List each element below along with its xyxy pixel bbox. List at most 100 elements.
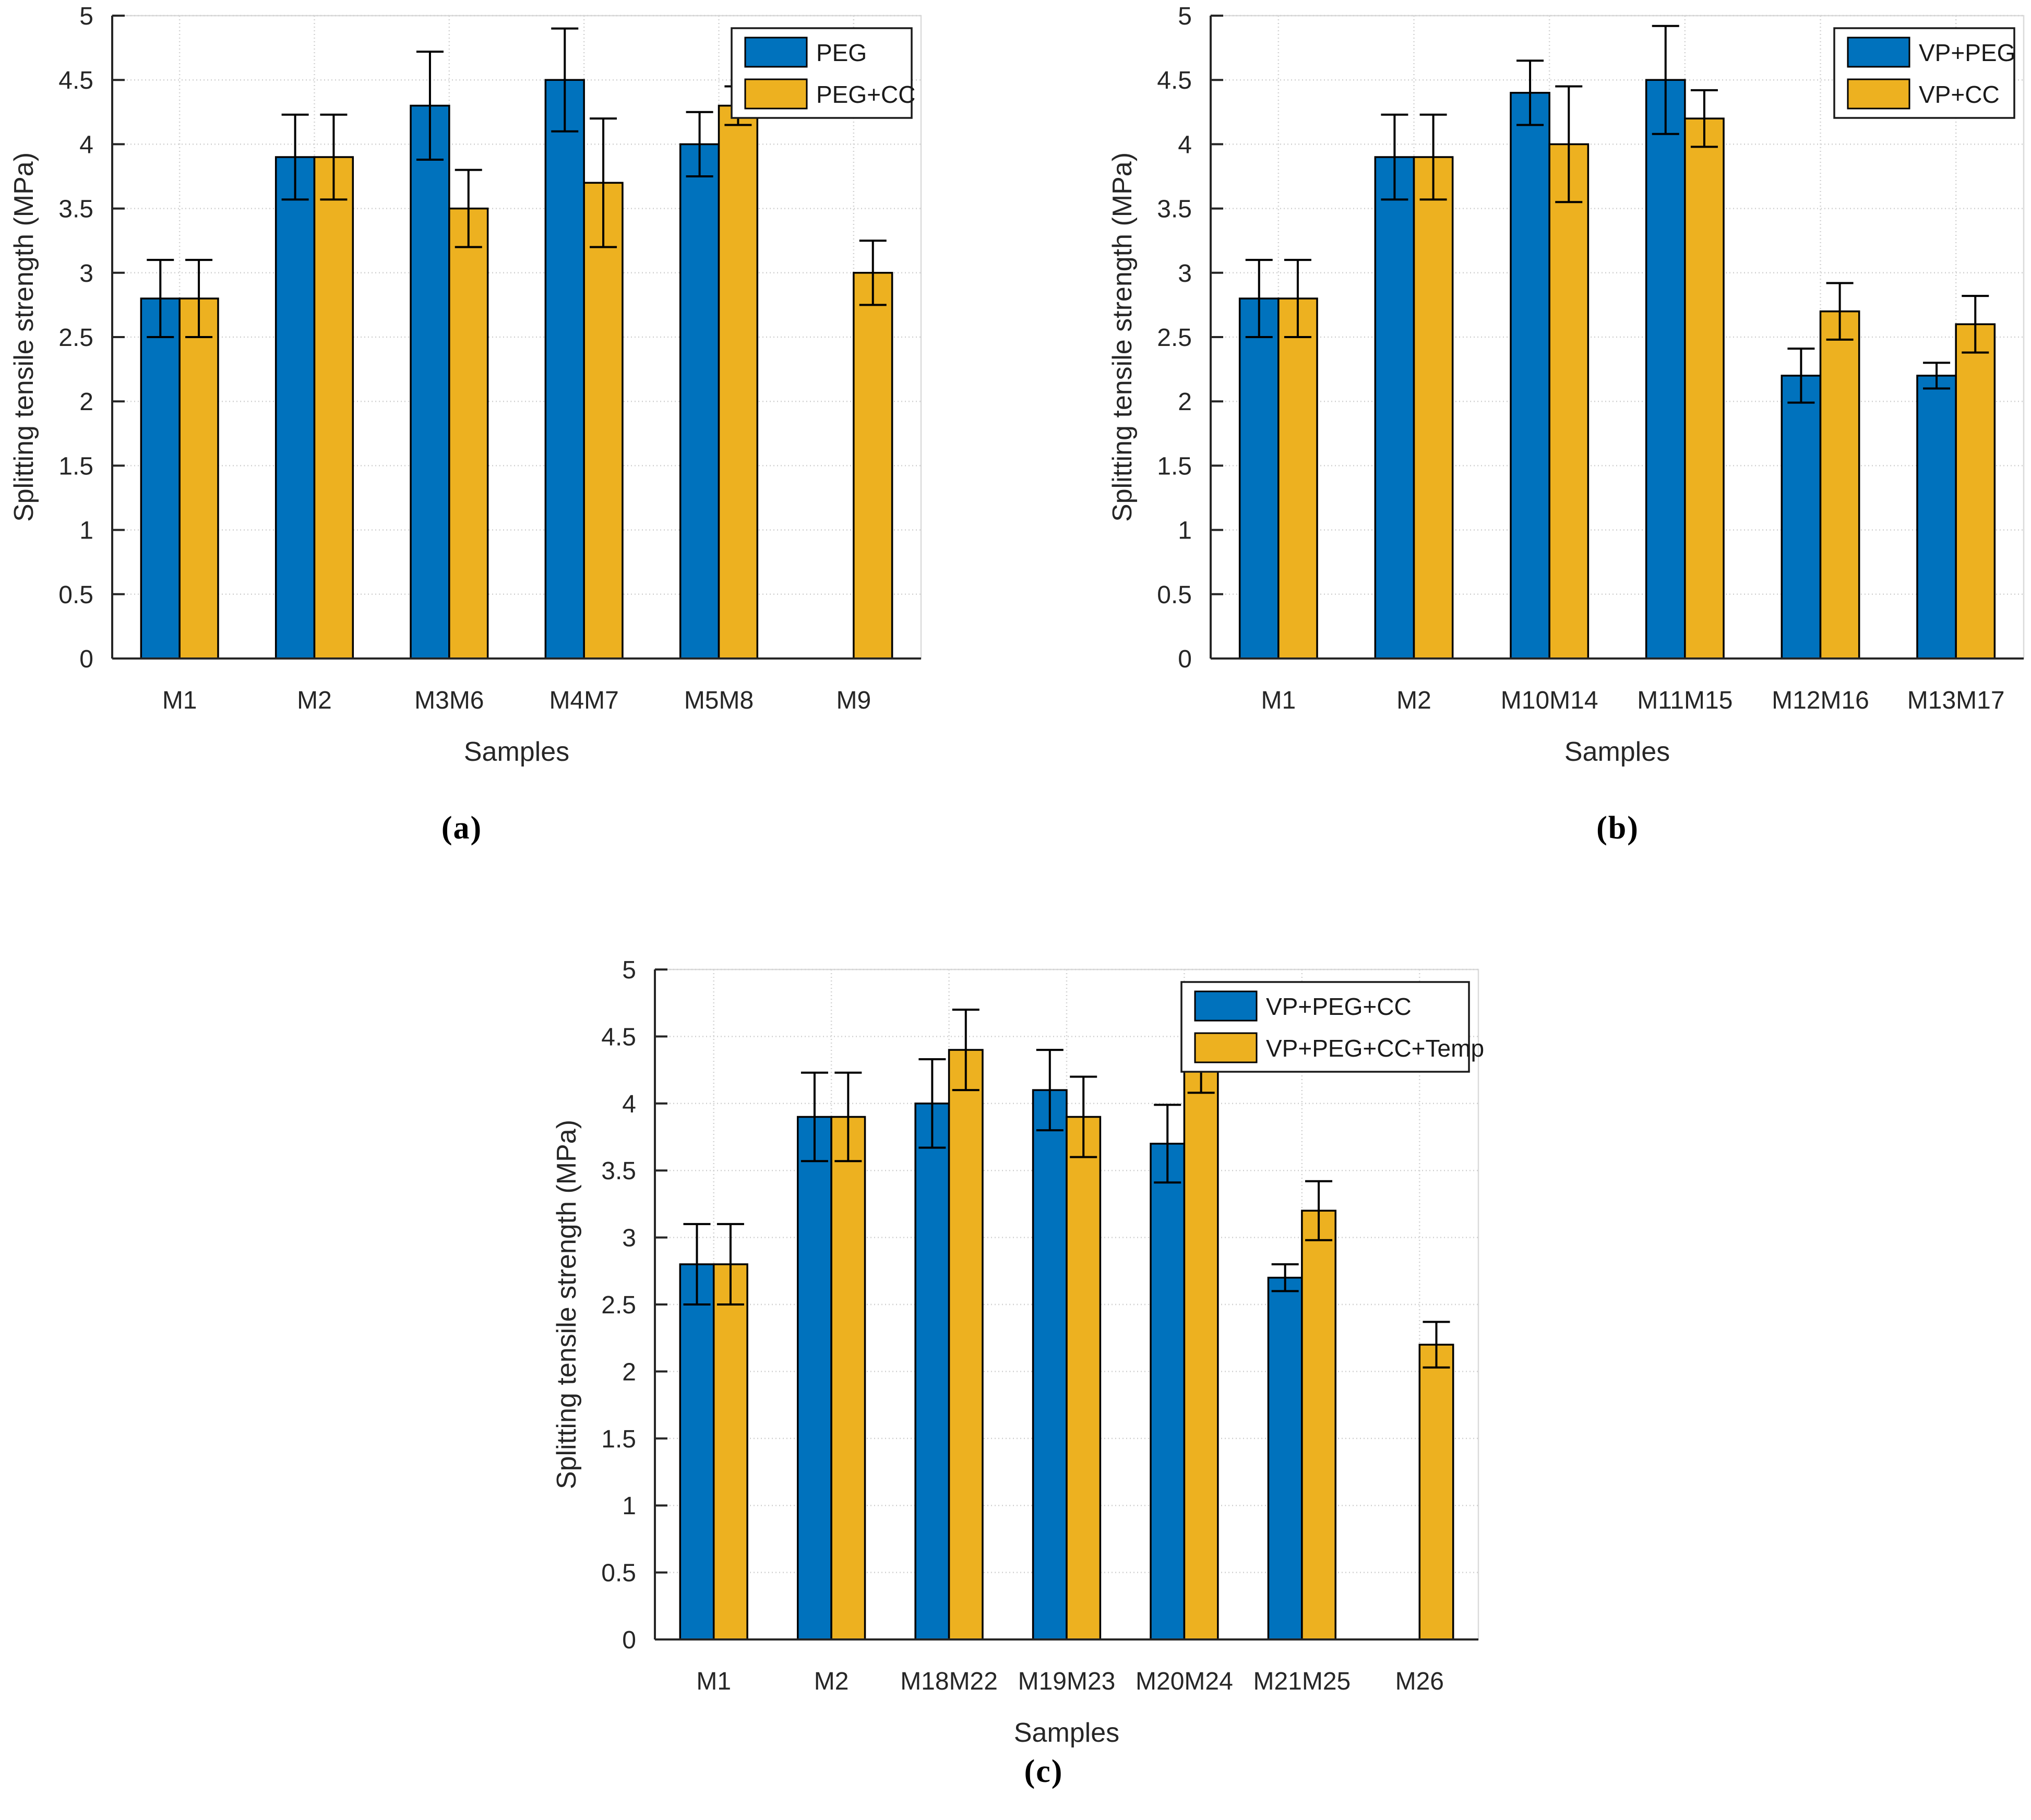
bar <box>718 104 759 660</box>
y-tick-label: 3.5 <box>601 1157 636 1185</box>
error-bars-VP+PEG+CC <box>683 1049 1299 1306</box>
y-tick-label: 2 <box>1178 388 1192 416</box>
legend: VP+PEG VP+CC <box>1833 27 2015 119</box>
x-tick-labels: M1 M2 M10M14 M11M15 M12M16 M13M17 <box>1261 687 2004 714</box>
bar <box>796 1116 832 1641</box>
bar-series-PEG <box>140 79 720 660</box>
bar <box>853 272 893 660</box>
x-axis-label: Samples <box>464 737 569 767</box>
bar <box>1374 156 1415 660</box>
legend-swatch <box>1194 1032 1258 1063</box>
bar <box>1032 1089 1068 1641</box>
bar <box>679 1263 715 1641</box>
legend-label: VP+CC <box>1919 81 2000 108</box>
bar <box>679 143 720 660</box>
y-tick-label: 1.5 <box>58 452 93 480</box>
y-tick-label: 3.5 <box>1157 196 1192 223</box>
legend-label: VP+PEG+CC <box>1266 993 1412 1020</box>
y-tick-labels: 0 0.5 1 1.5 2 2.5 3 3.5 4 4.5 5 <box>1157 3 1192 673</box>
y-tick-label: 3 <box>622 1225 636 1252</box>
x-tick-label: M9 <box>836 687 871 714</box>
legend-swatch <box>1847 37 1910 68</box>
legend: VP+PEG+CC VP+PEG+CC+Temp <box>1180 981 1484 1073</box>
bar <box>1418 1344 1454 1641</box>
y-tick-label: 3 <box>79 260 93 288</box>
bar <box>914 1103 950 1641</box>
bar <box>1150 1143 1186 1641</box>
y-tick-label: 2 <box>622 1358 636 1386</box>
error-bars-PEG+CC <box>185 85 887 338</box>
y-axis-label: Splitting tensile strength (MPa) <box>552 1120 582 1489</box>
legend: PEG PEG+CC <box>731 27 915 119</box>
bar <box>274 156 316 660</box>
bar <box>1819 310 1860 660</box>
error-bars-VP+PEG <box>1245 25 1951 404</box>
x-tick-label: M5M8 <box>684 687 754 714</box>
bar <box>1781 375 1822 660</box>
x-tick-label: M13M17 <box>1907 687 2005 714</box>
bar <box>313 156 354 660</box>
bar-chart-b: 0 0.5 1 1.5 2 2.5 3 3.5 4 4.5 5 M1 M2 M10M14 M11M15 M12… <box>1107 3 2025 767</box>
legend-label: PEG+CC <box>816 81 915 108</box>
x-axis-label: Samples <box>1564 737 1670 767</box>
bar <box>1916 375 1957 660</box>
bar <box>178 297 219 660</box>
y-tick-label: 2.5 <box>1157 324 1192 352</box>
bar <box>1238 297 1280 660</box>
x-tick-label: M1 <box>1261 687 1296 714</box>
x-axis-label: Samples <box>1014 1718 1119 1748</box>
y-tick-labels: 0 0.5 1 1.5 2 2.5 3 3.5 4 4.5 5 <box>58 3 93 673</box>
y-tick-label: 2.5 <box>58 324 93 352</box>
y-tick-label: 0 <box>1178 645 1192 673</box>
y-tick-labels: 0 0.5 1 1.5 2 2.5 3 3.5 4 4.5 5 <box>601 956 636 1654</box>
bar <box>410 104 450 660</box>
bar <box>1066 1116 1102 1641</box>
bar <box>1413 156 1454 660</box>
y-tick-label: 4 <box>1178 131 1192 159</box>
y-tick-label: 5 <box>1178 3 1192 30</box>
x-tick-label: M11M15 <box>1637 687 1733 714</box>
y-tick-label: 1.5 <box>601 1426 636 1453</box>
bar <box>948 1049 984 1641</box>
bar <box>140 297 181 660</box>
legend-label: PEG <box>816 39 867 66</box>
y-tick-label: 3 <box>1178 260 1192 288</box>
legend-swatch <box>1194 990 1258 1022</box>
x-tick-labels: M1 M2 M3M6 M4M7 M5M8 M9 <box>162 687 871 714</box>
x-tick-label: M1 <box>696 1668 731 1695</box>
bar <box>1955 323 1996 660</box>
bar <box>583 182 624 660</box>
y-tick-label: 0 <box>79 645 93 673</box>
bar <box>1183 1062 1219 1641</box>
y-tick-label: 0.5 <box>601 1560 636 1587</box>
legend-label: VP+PEG <box>1919 39 2015 66</box>
bar <box>1301 1210 1337 1641</box>
bar <box>1277 297 1318 660</box>
axes <box>654 968 1478 1641</box>
bar <box>448 207 489 660</box>
bar <box>1684 117 1725 660</box>
legend-swatch <box>1847 78 1910 110</box>
x-tick-label: M19M23 <box>1018 1668 1116 1695</box>
y-axis-label: Splitting tensile strength (MPa) <box>9 152 39 522</box>
bar-series-VP+PEG <box>1238 79 1957 660</box>
y-tick-label: 1 <box>79 517 93 545</box>
bar <box>1645 79 1686 660</box>
y-tick-label: 0 <box>622 1626 636 1654</box>
x-tick-label: M21M25 <box>1253 1668 1351 1695</box>
y-tick-label: 4.5 <box>58 67 93 94</box>
bar <box>830 1116 866 1641</box>
x-tick-label: M12M16 <box>1772 687 1869 714</box>
x-tick-label: M3M6 <box>414 687 484 714</box>
error-bars-VP+PEG+CC+Temp <box>716 1009 1450 1369</box>
x-tick-label: M2 <box>1396 687 1431 714</box>
y-tick-label: 5 <box>79 3 93 30</box>
x-tick-label: M2 <box>814 1668 849 1695</box>
y-tick-label: 5 <box>622 956 636 984</box>
y-tick-label: 1 <box>1178 517 1192 545</box>
panel-label-a: (a) <box>441 810 483 846</box>
panel-label-b: (b) <box>1596 810 1639 846</box>
y-tick-label: 4.5 <box>601 1023 636 1051</box>
y-tick-label: 4 <box>79 131 93 159</box>
y-axis-label: Splitting tensile strength (MPa) <box>1107 152 1138 522</box>
